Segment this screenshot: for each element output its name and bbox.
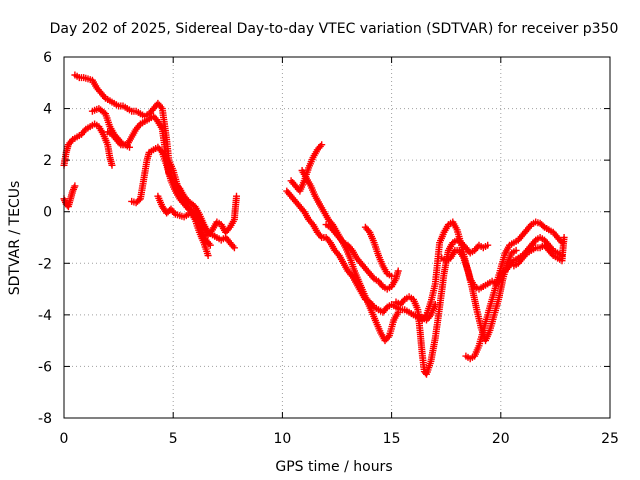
series-pass-1: [60, 120, 116, 169]
data-point-marker: [206, 241, 214, 249]
x-tick-labels: 0 5 10 15 20 25: [60, 431, 619, 447]
data-point-marker: [126, 143, 133, 151]
y-tick-label: 6: [43, 50, 52, 66]
y-tick-label: -6: [38, 359, 52, 375]
data-point-marker: [71, 182, 79, 190]
data-point-marker: [388, 272, 396, 280]
data-point-marker: [108, 161, 116, 169]
series-pass-12: [361, 223, 396, 280]
x-tick-label: 0: [60, 431, 69, 447]
chart-title: Day 202 of 2025, Sidereal Day-to-day VTE…: [50, 21, 619, 37]
y-tick-label: -2: [38, 256, 52, 272]
data-point-marker: [230, 244, 238, 252]
x-tick-label: 25: [601, 431, 619, 447]
series-pass-4: [104, 128, 133, 151]
series-pass-17: [497, 234, 566, 278]
series-pass-10: [298, 167, 402, 345]
series-pass-5: [128, 143, 240, 239]
data-point-marker: [512, 246, 520, 254]
y-axis-label: SDTVAR / TECUs: [7, 181, 23, 296]
y-tick-label: 4: [43, 102, 52, 118]
data-point-marker: [484, 241, 492, 249]
x-tick-label: 5: [169, 431, 178, 447]
grid-lines: [64, 57, 610, 418]
data-point-marker: [318, 141, 326, 149]
x-axis-label: GPS time / hours: [275, 459, 392, 475]
data-point-marker: [539, 222, 547, 230]
series-pass-6: [154, 192, 214, 249]
data-point-marker: [394, 308, 402, 316]
x-tick-label: 20: [492, 431, 510, 447]
data-point-marker: [560, 234, 568, 241]
y-tick-label: -4: [38, 308, 52, 324]
series-pass-13: [392, 236, 492, 378]
data-point-marker: [204, 252, 212, 259]
y-tick-label: -8: [38, 411, 52, 427]
y-tick-label: 0: [43, 205, 52, 221]
data-point-marker: [233, 192, 240, 200]
data-series: [60, 71, 568, 378]
series-pass-11: [322, 221, 402, 293]
x-tick-label: 10: [273, 431, 291, 447]
series-pass-16: [462, 218, 566, 363]
data-point-marker: [394, 267, 402, 275]
plot-frame: [63, 56, 611, 419]
y-tick-label: 2: [43, 153, 52, 169]
series-pass-18: [510, 234, 568, 270]
x-tick-label: 15: [383, 431, 401, 447]
y-tick-labels: -8 -6 -4 -2 0 2 4 6: [38, 50, 52, 427]
